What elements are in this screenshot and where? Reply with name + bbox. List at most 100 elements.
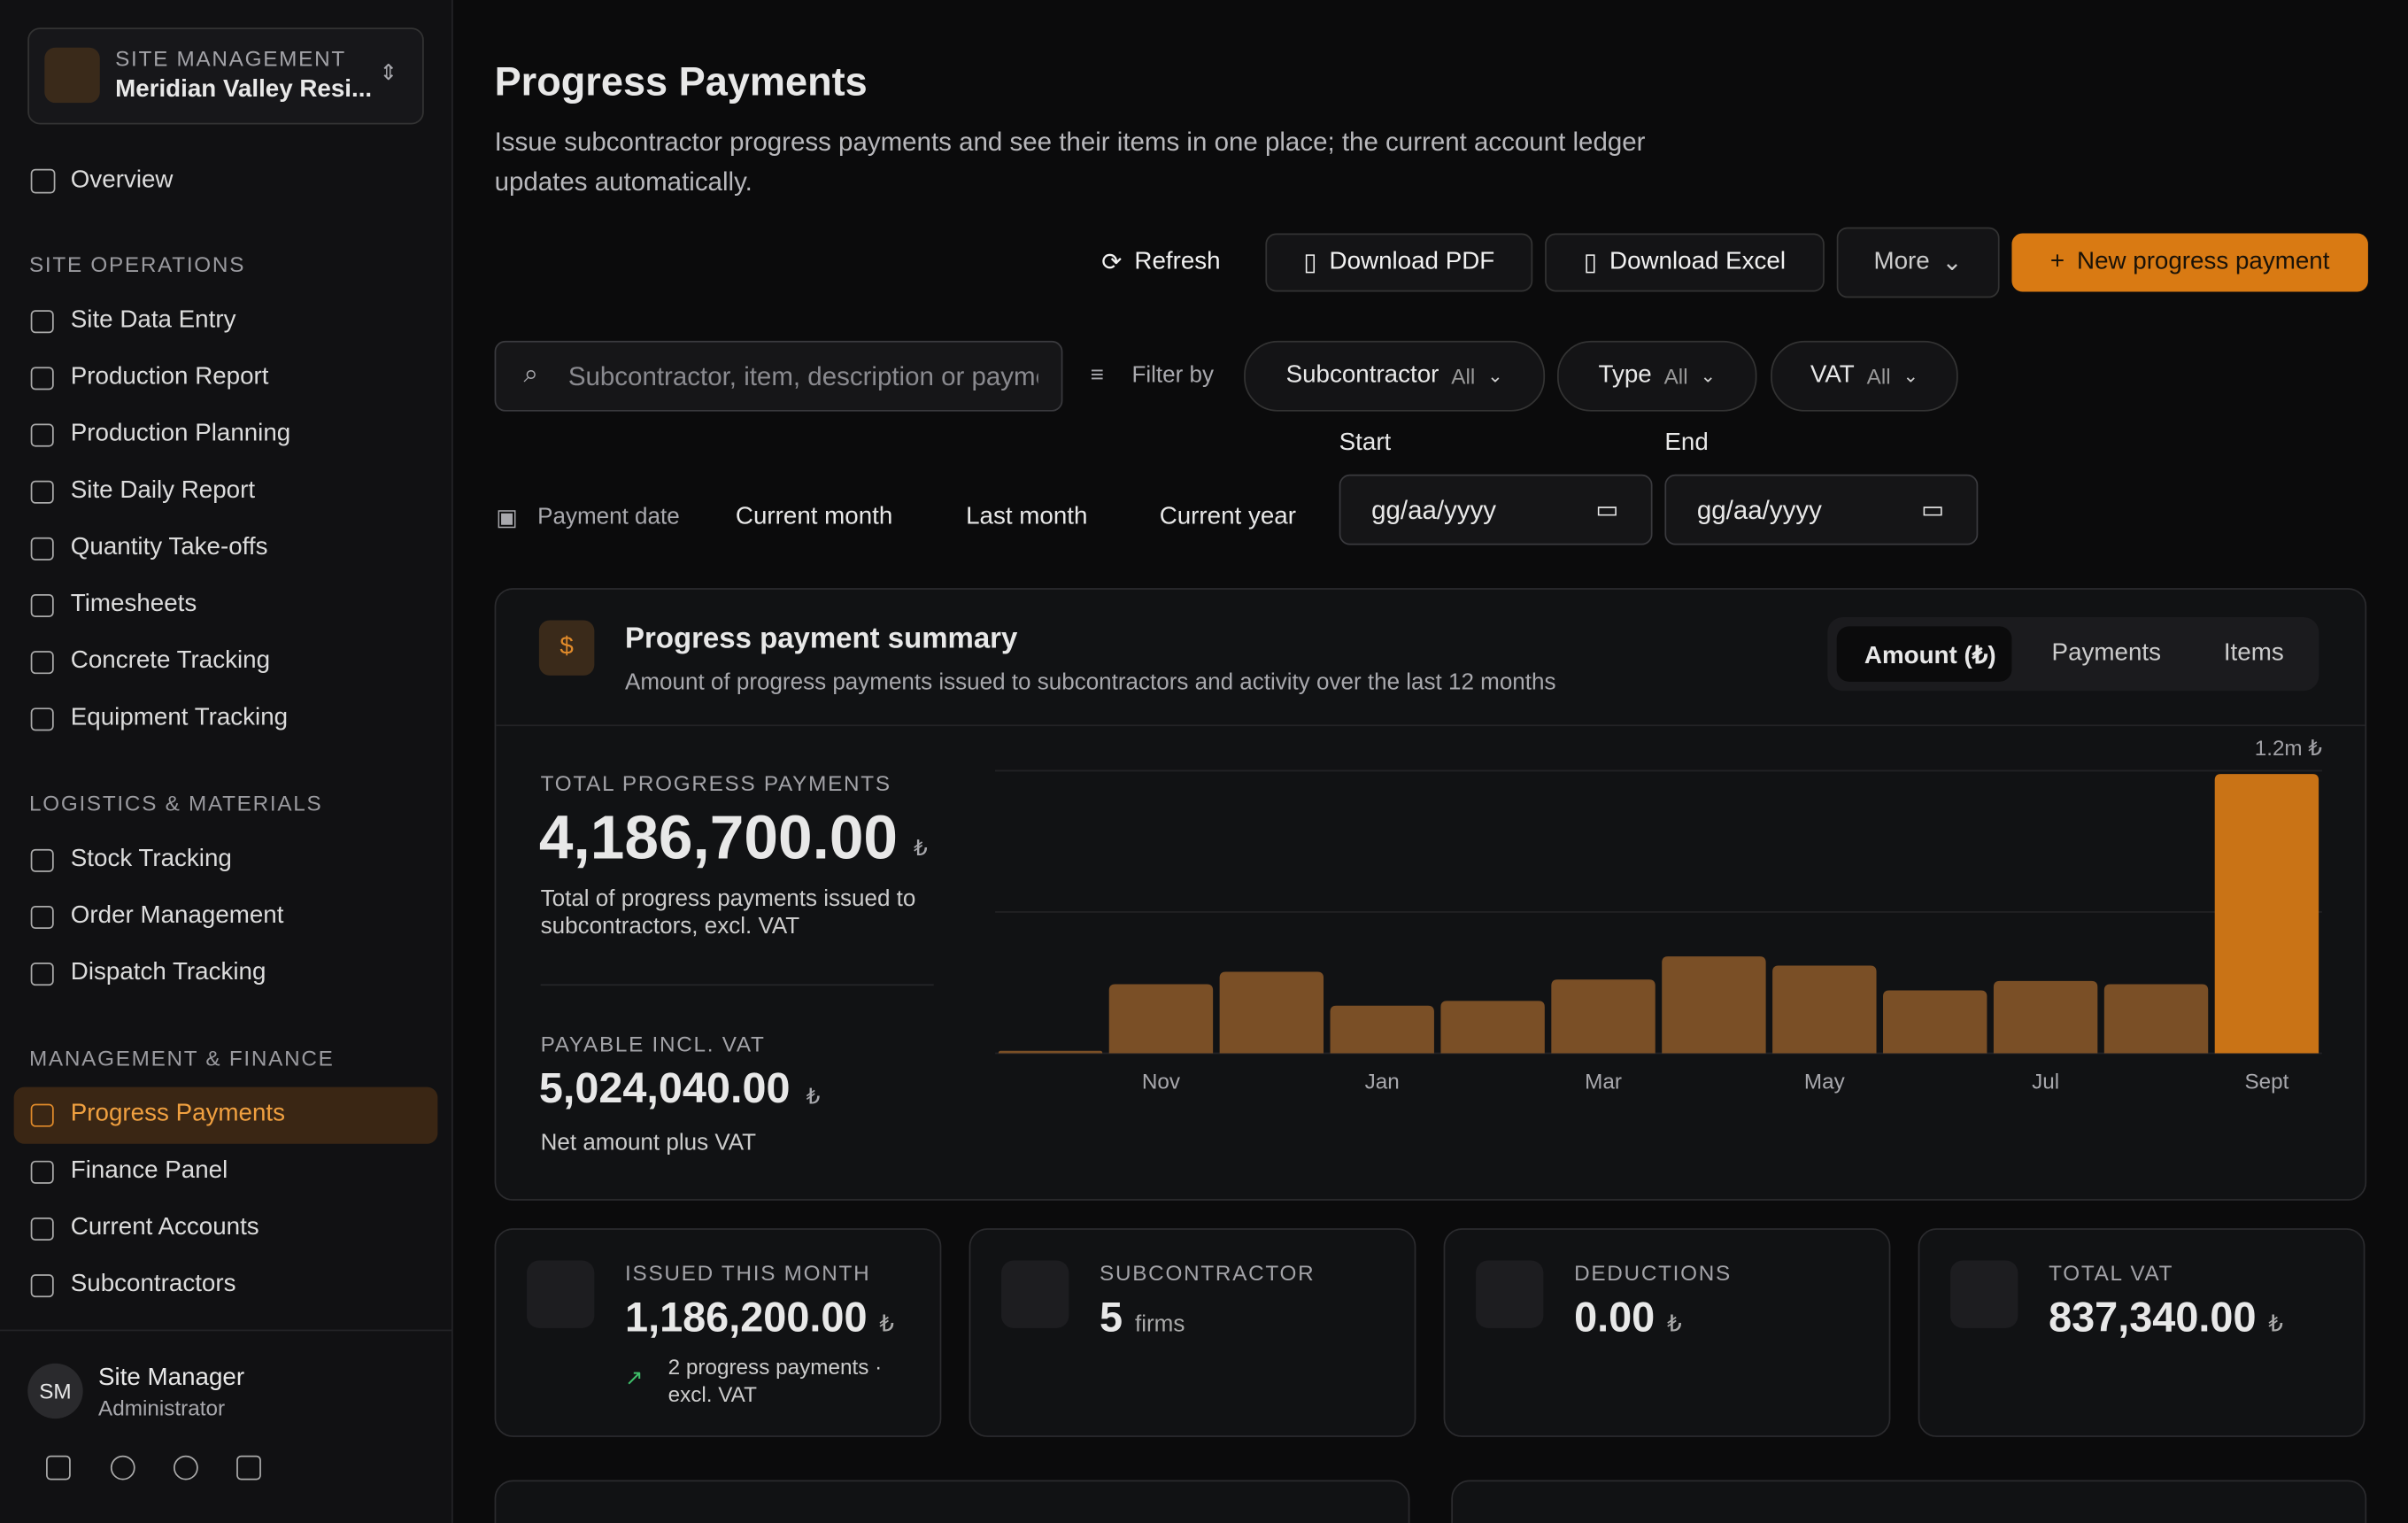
nav-icon — [30, 537, 54, 560]
currency: ₺ — [806, 1084, 821, 1109]
date-preset[interactable]: Current month — [735, 503, 893, 530]
nav-item[interactable]: Site Daily Report — [70, 477, 256, 504]
total-value: 4,186,700.00 — [538, 804, 899, 872]
nav-item[interactable]: Equipment Tracking — [70, 704, 289, 731]
date-preset[interactable]: Current year — [1159, 503, 1296, 530]
nav-item[interactable]: Subcontractors — [70, 1271, 236, 1298]
nav-item[interactable]: Timesheets — [70, 591, 197, 618]
nav-item[interactable]: Concrete Tracking — [70, 647, 271, 675]
dropdown-label: VAT — [1810, 362, 1855, 389]
stat-label: ISSUED THIS MONTH — [625, 1260, 871, 1286]
refresh-button[interactable]: ⟳ Refresh — [1101, 248, 1221, 277]
summary-title: Progress payment summary — [625, 622, 1018, 656]
sidebar: SITE MANAGEMENT Meridian Valley Resi... … — [0, 0, 453, 1523]
nav-item[interactable]: Progress Payments — [70, 1101, 285, 1127]
nav-icon — [30, 848, 54, 872]
nav-icon — [30, 594, 54, 618]
stat-card: TOTAL VAT 837,340.00 ₺ — [1918, 1228, 2366, 1437]
bar — [2214, 774, 2319, 1054]
nav-icon — [30, 1274, 54, 1298]
pdf-button[interactable]: ▯ Download PDF — [1265, 233, 1533, 292]
bar — [1108, 984, 1214, 1054]
stat-unit: ₺ — [879, 1310, 894, 1338]
button-label: Download Excel — [1609, 248, 1787, 275]
dropdown-value: All — [1451, 363, 1476, 389]
card — [494, 1480, 1410, 1523]
stat-value-row: 5 firms — [1100, 1295, 1185, 1342]
nav-item[interactable]: Quantity Take-offs — [70, 534, 268, 560]
stat-label: TOTAL VAT — [2049, 1260, 2174, 1286]
workspace-switcher[interactable]: SITE MANAGEMENT Meridian Valley Resi... … — [27, 27, 424, 125]
end-date[interactable]: gg/aa/yyyy ▭ — [1664, 474, 1979, 545]
button-label: Refresh — [1134, 248, 1221, 275]
x-tick-label: Sept — [2244, 1070, 2288, 1094]
chevron: ⌄ — [1700, 365, 1716, 387]
stat-card: SUBCONTRACTOR 5 firms — [969, 1228, 1416, 1437]
stat-value-row: 837,340.00 ₺ — [2049, 1295, 2283, 1342]
dropdown-label: Type — [1598, 362, 1652, 389]
divider — [0, 1329, 452, 1332]
filter-dropdown[interactable]: VAT All ⌄ — [1771, 340, 1958, 412]
button-label: More — [1873, 248, 1930, 275]
nav-item[interactable]: Production Planning — [70, 421, 291, 447]
nav-icon — [30, 651, 54, 675]
dropdown-value: All — [1866, 363, 1891, 389]
nav-icon — [30, 367, 54, 390]
stat-value-row: 0.00 ₺ — [1574, 1295, 1682, 1342]
tab[interactable]: Amount (₺) — [1864, 643, 1996, 669]
nav-item[interactable]: Production Report — [70, 363, 269, 390]
stat-card: ISSUED THIS MONTH 1,186,200.00 ₺ ↗ 2 progres… — [494, 1228, 942, 1437]
summary-card: $ Progress payment summary Amount of pro… — [494, 588, 2367, 1201]
filter-icon: ≡ — [1090, 362, 1104, 389]
stat-value: 1,186,200.00 — [625, 1294, 868, 1341]
stat-value-row: 1,186,200.00 ₺ — [625, 1295, 894, 1342]
tab[interactable]: Items — [2223, 640, 2284, 667]
nav-icon — [30, 707, 54, 731]
stat-card: DEDUCTIONS 0.00 ₺ — [1443, 1228, 1891, 1437]
avatar: SM — [27, 1363, 83, 1419]
chevron: ⌄ — [1487, 365, 1503, 387]
trend-icon: ↗ — [625, 1365, 644, 1390]
new-button[interactable]: + New progress payment — [2011, 233, 2368, 292]
summary-subtitle: Amount of progress payments issued to su… — [625, 669, 1556, 696]
x-tick-label: Nov — [1142, 1070, 1181, 1094]
workspace-name: Meridian Valley Resi... — [115, 76, 373, 104]
stat-icon — [1476, 1260, 1544, 1328]
tabs: Amount (₺) Payments Items — [1827, 617, 2319, 692]
section-title: MANAGEMENT & FINANCE — [28, 1045, 335, 1071]
section-title: SITE OPERATIONS — [28, 251, 246, 277]
excel-button[interactable]: ▯ Download Excel — [1545, 233, 1825, 292]
nav-item[interactable]: Finance Panel — [70, 1157, 228, 1184]
nav-icon — [30, 963, 54, 986]
nav-item[interactable]: Stock Tracking — [70, 846, 232, 872]
filter-by: Filter by — [1131, 362, 1215, 389]
x-tick-label: Mar — [1585, 1070, 1622, 1094]
filter-dropdown[interactable]: Subcontractor All ⌄ — [1244, 340, 1546, 412]
more-button[interactable]: More ⌄ — [1836, 227, 2000, 298]
chevron: ⇕ — [379, 59, 397, 85]
nav-icon — [30, 480, 54, 504]
user-name: Site Manager — [98, 1365, 245, 1391]
bar — [1330, 1005, 1434, 1054]
start-date[interactable]: gg/aa/yyyy ▭ — [1339, 474, 1653, 545]
stat-value: 0.00 — [1574, 1294, 1656, 1341]
nav-item[interactable]: Site Data Entry — [70, 306, 236, 334]
filter-dropdown[interactable]: Type All ⌄ — [1556, 340, 1757, 412]
stat-label: SUBCONTRACTOR — [1100, 1260, 1316, 1286]
date-placeholder: gg/aa/yyyy — [1371, 496, 1497, 525]
payable-value: 5,024,040.00 — [538, 1063, 791, 1112]
button-label: Download PDF — [1329, 248, 1495, 275]
bar — [998, 1050, 1103, 1054]
search-input[interactable]: ⌕ Subcontractor, item, description or pa… — [494, 340, 1063, 412]
nav-item[interactable]: Current Accounts — [70, 1214, 259, 1241]
tab[interactable]: Payments — [2051, 640, 2161, 667]
stat-value: 837,340.00 — [2049, 1294, 2257, 1341]
nav-icon — [30, 1217, 54, 1241]
bar — [1440, 1001, 1545, 1054]
nav-item[interactable]: Overview — [70, 166, 174, 194]
date-preset[interactable]: Last month — [966, 503, 1088, 530]
x-tick-label: May — [1804, 1070, 1846, 1094]
payable-note: Net amount plus VAT — [540, 1130, 757, 1156]
nav-item[interactable]: Dispatch Tracking — [70, 959, 266, 986]
nav-item[interactable]: Order Management — [70, 902, 284, 930]
